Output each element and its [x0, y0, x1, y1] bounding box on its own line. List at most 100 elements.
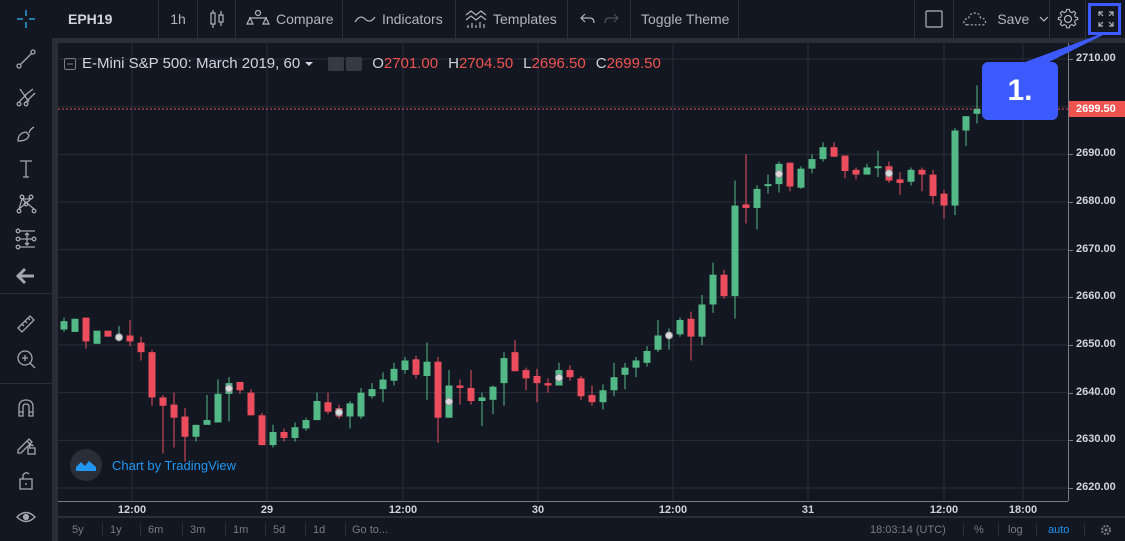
price-axis[interactable]: 2710.00 2690.00 2680.00 2670.00 2660.00 2650.… — [1068, 43, 1125, 501]
range-button-1d[interactable]: 1d — [313, 524, 326, 536]
candle — [599, 384, 607, 410]
pitchfork-tool-button[interactable] — [0, 82, 52, 112]
divider — [182, 523, 183, 536]
caret-down-icon[interactable] — [304, 60, 314, 68]
candle — [379, 372, 387, 403]
price-tick-label: 2680.00 — [1076, 195, 1116, 207]
price-tick-label: 2620.00 — [1076, 481, 1116, 493]
text-tool-button[interactable] — [0, 154, 52, 184]
candle — [709, 262, 717, 313]
divider — [305, 523, 306, 536]
text-icon — [20, 160, 32, 178]
lock-drawings-tool-button[interactable] — [0, 429, 52, 459]
visibility-icon[interactable] — [328, 56, 345, 71]
percent-toggle[interactable]: % — [974, 524, 984, 536]
dividend-marker-icon[interactable] — [665, 331, 673, 340]
series-title[interactable]: E-Mini S&P 500: March 2019, 60 — [82, 55, 301, 72]
zoom-in-tool-button[interactable] — [0, 344, 52, 374]
candle — [313, 392, 321, 421]
layout-button[interactable] — [914, 0, 954, 38]
cloud-icon — [963, 12, 987, 26]
divider — [1084, 523, 1085, 536]
price-tick-label: 2640.00 — [1076, 385, 1116, 398]
chart-type-button[interactable] — [198, 0, 236, 38]
brush-tool-button[interactable] — [0, 118, 52, 148]
chart-pane[interactable]: E-Mini S&P 500: March 2019, 60 O 2701.00 … — [58, 43, 1125, 516]
fullscreen-button[interactable] — [1086, 0, 1125, 38]
indicators-label: Indicators — [382, 11, 443, 27]
open-value: 2701.00 — [383, 55, 439, 72]
candle — [148, 349, 156, 406]
candle — [786, 162, 794, 192]
templates-label: Templates — [493, 11, 557, 27]
candle — [940, 190, 948, 219]
candle — [621, 362, 629, 390]
back-arrow-tool-button[interactable] — [0, 261, 52, 291]
series-settings-icon[interactable] — [346, 56, 363, 71]
candle — [643, 346, 651, 367]
price-tick-label: 2710.00 — [1076, 52, 1116, 64]
series-legend: E-Mini S&P 500: March 2019, 60 O 2701.00 … — [64, 55, 661, 72]
axis-settings-gear-icon[interactable] — [1099, 523, 1113, 537]
eye-icon — [16, 511, 36, 523]
price-tick-label: 2660.00 — [1076, 290, 1116, 303]
dividend-marker-icon[interactable] — [555, 373, 563, 382]
toggle-theme-button[interactable]: Toggle Theme — [631, 0, 739, 38]
dividend-marker-icon[interactable] — [225, 384, 233, 393]
interval-button[interactable]: 1h — [159, 0, 198, 38]
candle — [258, 412, 266, 446]
dividend-marker-icon[interactable] — [885, 169, 893, 178]
candle — [522, 367, 530, 391]
prediction-tool-button[interactable] — [0, 224, 52, 254]
trend-line-tool-button[interactable] — [0, 44, 52, 74]
dividend-marker-icon[interactable] — [115, 333, 123, 342]
range-button-1y[interactable]: 1y — [110, 524, 122, 536]
candle — [632, 356, 640, 378]
goto-button[interactable]: Go to... — [352, 524, 389, 536]
dividend-marker-icon[interactable] — [445, 397, 453, 406]
candle — [753, 185, 761, 230]
time-tick-label: 30 — [531, 504, 545, 516]
time-axis[interactable]: 12:00 29 12:00 30 12:00 31 12:00 18:00 — [58, 501, 1068, 516]
candle — [192, 424, 200, 442]
candle — [302, 417, 310, 431]
templates-button[interactable]: Templates — [456, 0, 568, 38]
candle — [808, 154, 816, 174]
compare-button[interactable]: Compare — [236, 0, 343, 38]
range-button-3m[interactable]: 3m — [190, 524, 206, 536]
magnet-tool-button[interactable] — [0, 393, 52, 423]
dividend-marker-icon[interactable] — [335, 408, 343, 417]
price-plot-area[interactable]: E-Mini S&P 500: March 2019, 60 O 2701.00 … — [58, 43, 1068, 501]
eye-tool-button[interactable] — [0, 502, 52, 532]
range-button-5y[interactable]: 5y — [72, 524, 84, 536]
crosshair-tool-button[interactable] — [0, 0, 52, 38]
time-tick-label: 12:00 — [929, 504, 959, 516]
divider — [102, 523, 103, 536]
tradingview-watermark[interactable]: Chart by TradingView — [70, 449, 236, 481]
undo-icon[interactable] — [579, 12, 596, 26]
ruler-tool-button[interactable] — [0, 309, 52, 339]
redo-icon[interactable] — [603, 12, 619, 26]
annotation-callout: 1. — [982, 62, 1058, 120]
indicators-button[interactable]: Indicators — [343, 0, 456, 38]
candle — [918, 167, 926, 192]
auto-toggle[interactable]: auto — [1048, 524, 1070, 536]
collapse-icon[interactable] — [64, 57, 76, 70]
save-button[interactable]: Save — [954, 0, 1050, 38]
range-button-5d[interactable]: 5d — [273, 524, 286, 536]
range-button-1m[interactable]: 1m — [233, 524, 249, 536]
settings-button[interactable] — [1050, 0, 1086, 38]
candle — [368, 383, 376, 399]
symbol-search-button[interactable]: EPH19 — [58, 0, 159, 38]
log-toggle[interactable]: log — [1008, 524, 1023, 536]
clock-display: 18:03:14 (UTC) — [870, 524, 946, 536]
chevron-down-icon[interactable] — [1039, 15, 1049, 23]
range-button-6m[interactable]: 6m — [148, 524, 164, 536]
toolbar-divider — [0, 383, 52, 384]
candle — [445, 370, 453, 418]
pattern-tool-button[interactable] — [0, 189, 52, 219]
close-value: 2699.50 — [606, 55, 661, 72]
ruler-icon — [17, 315, 35, 333]
dividend-marker-icon[interactable] — [775, 169, 783, 178]
lock-tool-button[interactable] — [0, 465, 52, 495]
